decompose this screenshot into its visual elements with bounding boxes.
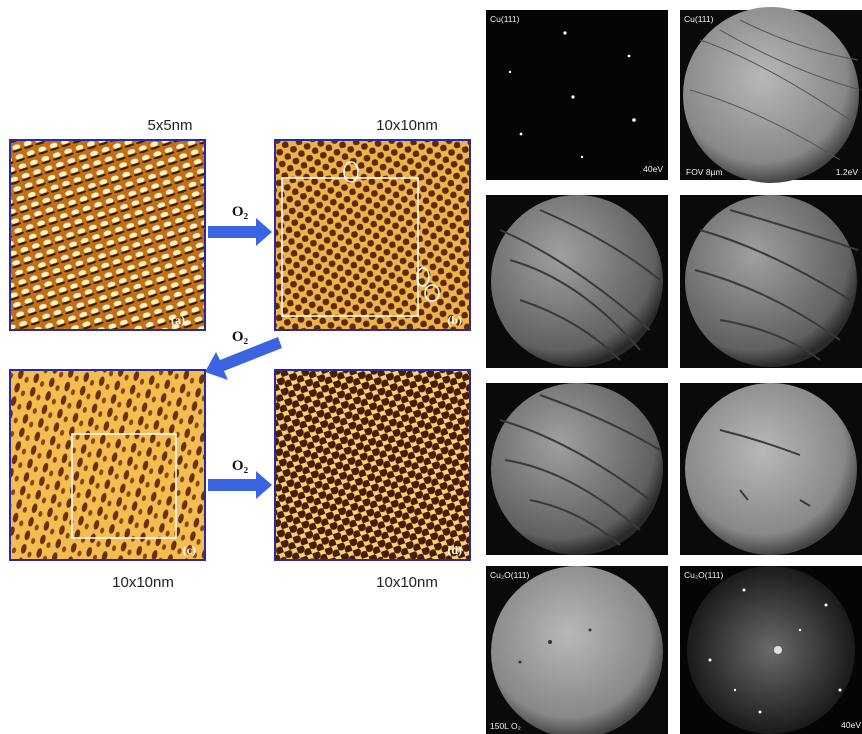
stm-image: [275, 140, 470, 330]
scale-label: 10x10nm: [376, 117, 438, 134]
panel-label: Cu(111): [684, 14, 714, 24]
arrow-label: O₂: [232, 458, 249, 474]
scale-label: 5x5nm: [147, 117, 192, 134]
panel-tag: (c): [183, 543, 196, 557]
leem-field: [685, 383, 857, 555]
arrow: [208, 471, 272, 499]
leem-field: [683, 7, 859, 183]
leem-field: [491, 195, 663, 367]
panel-label: 1.2eV: [836, 167, 859, 177]
scale-label: 10x10nm: [376, 574, 438, 591]
stm-image: [275, 370, 470, 560]
figure: (a) (b) (c) (d) 5x5nm 10x10nm 10x10nm 10…: [0, 0, 862, 734]
panel-label: Cu₂O(111): [490, 570, 530, 580]
panel-label: Cu(111): [490, 14, 520, 24]
leem-row: [486, 195, 862, 555]
scale-label: 10x10nm: [112, 574, 174, 591]
arrow-label: O₂: [232, 204, 249, 220]
leem-field: [685, 195, 857, 367]
arrow: [208, 218, 272, 246]
arrow-label: O₂: [232, 329, 249, 345]
panel-label: 40eV: [643, 164, 663, 174]
panel-label: Cu₂O(111): [684, 570, 724, 580]
stm-image: [10, 140, 205, 330]
panel-label: 40eV: [841, 720, 861, 730]
leed-field: [687, 566, 855, 734]
panel-tag: (d): [447, 543, 462, 557]
leed-image: [486, 10, 668, 180]
panel-label: 150L O₂: [490, 721, 521, 731]
panel-tag: (b): [447, 313, 462, 327]
panel-tag: (a): [171, 313, 185, 327]
leem-field: [491, 566, 663, 734]
panel-label: FOV 8µm: [686, 167, 723, 177]
